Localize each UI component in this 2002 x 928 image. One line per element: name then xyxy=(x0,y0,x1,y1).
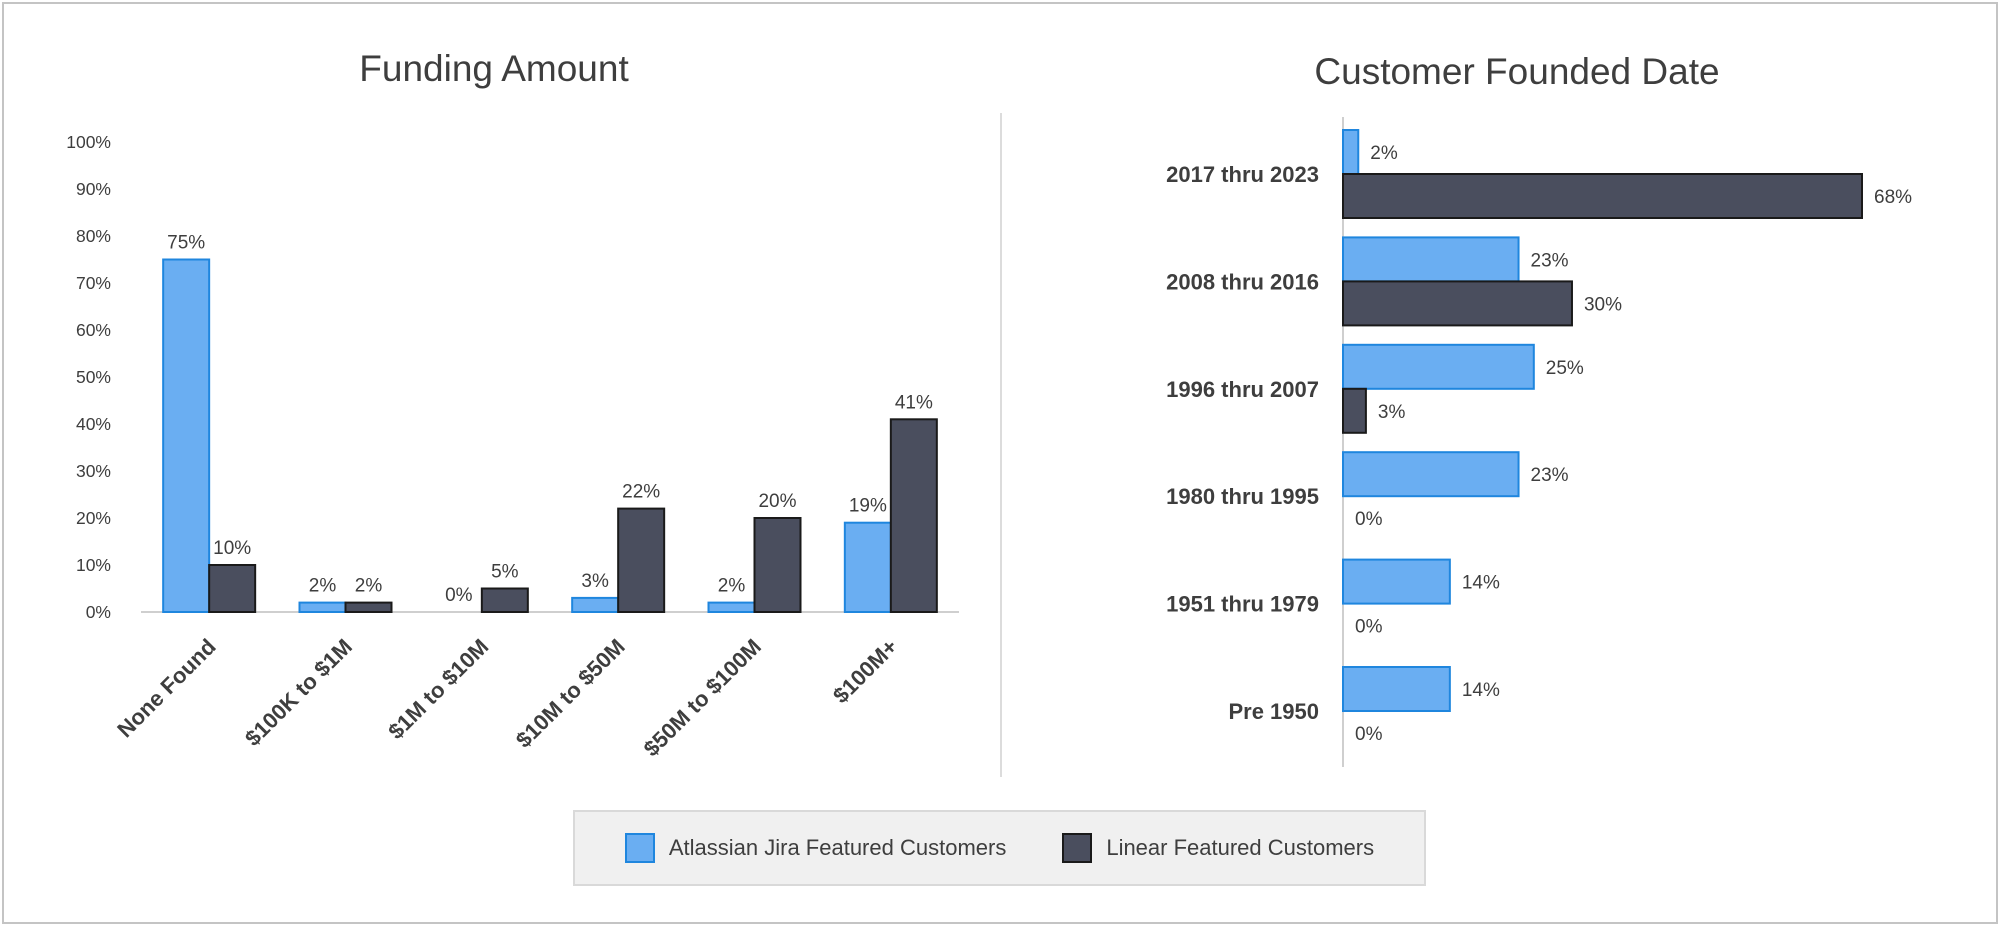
legend-item-linear: Linear Featured Customers xyxy=(1062,833,1374,863)
founded-bar-linear-1996-thru-2007 xyxy=(1342,387,1367,434)
founded-category-label: 2017 thru 2023 xyxy=(1166,162,1319,187)
founded-bar-linear-2008-thru-2016 xyxy=(1342,280,1573,327)
founded-bar-linear-2017-thru-2023 xyxy=(1342,173,1863,219)
legend-item-jira: Atlassian Jira Featured Customers xyxy=(624,833,1007,863)
funding-bar-linear-50m-to-100m xyxy=(753,517,802,613)
founded-bar-jira-pre-1950 xyxy=(1342,666,1451,712)
funding-ytick-label: 80% xyxy=(76,226,111,246)
founded-bar-jira-2008-thru-2016 xyxy=(1342,236,1520,283)
funding-data-label-jira-100m: 19% xyxy=(849,496,887,517)
founded-data-label-linear-1951-thru-1979: 0% xyxy=(1355,617,1383,638)
funding-bar-linear-10m-to-50m xyxy=(617,507,666,614)
funding-ytick-label: 40% xyxy=(76,414,111,434)
funding-ytick-label: 10% xyxy=(76,555,111,575)
founded-data-label-linear-pre-1950: 0% xyxy=(1355,724,1383,745)
founded-bar-jira-1980-thru-1995 xyxy=(1342,451,1520,498)
founded-data-label-jira-1980-thru-1995: 23% xyxy=(1531,465,1569,486)
funding-bar-jira-50m-to-100m xyxy=(707,601,756,613)
founded-data-label-jira-1996-thru-2007: 25% xyxy=(1546,358,1584,379)
founded-chart-title: Customer Founded Date xyxy=(1314,51,1719,92)
founded-data-label-jira-1951-thru-1979: 14% xyxy=(1462,573,1500,594)
funding-data-label-linear-100m: 41% xyxy=(895,392,933,413)
funding-bar-jira-none-found xyxy=(162,258,211,613)
funding-bar-jira-100k-to-1m xyxy=(298,601,347,613)
funding-category-label: $100K to $1M xyxy=(240,634,357,751)
funding-category-label: None Found xyxy=(112,634,220,742)
funding-ytick-label: 90% xyxy=(76,179,111,199)
founded-category-label: 2008 thru 2016 xyxy=(1166,269,1319,294)
funding-chart: 0% 10% 20% 30% 40% 50% 60% 70% 80% 90% 100% 75% 10% N… xyxy=(66,132,959,761)
funding-data-label-jira-100k-to-1m: 2% xyxy=(309,576,337,597)
funding-data-label-linear-1m-to-10m: 5% xyxy=(491,562,519,583)
founded-chart: 2% 68% 2017 thru 2023 23% 30% 2008 thru 2016 2… xyxy=(1166,117,1912,767)
legend: Atlassian Jira Featured Customers Linear… xyxy=(573,810,1426,886)
funding-bar-linear-none-found xyxy=(208,564,257,613)
founded-category-label: 1996 thru 2007 xyxy=(1166,377,1319,402)
founded-bar-jira-1951-thru-1979 xyxy=(1342,558,1451,605)
founded-data-label-jira-2008-thru-2016: 23% xyxy=(1531,250,1569,271)
founded-data-label-linear-2008-thru-2016: 30% xyxy=(1584,294,1622,315)
funding-data-label-linear-none-found: 10% xyxy=(213,538,251,559)
funding-ytick-label: 70% xyxy=(76,273,111,293)
legend-swatch-jira xyxy=(624,833,655,863)
founded-data-label-jira-2017-thru-2023: 2% xyxy=(1370,143,1398,164)
funding-ytick-label: 50% xyxy=(76,367,111,387)
funding-ytick-label: 20% xyxy=(76,508,111,528)
funding-data-label-jira-none-found: 75% xyxy=(167,233,205,254)
funding-bar-linear-100k-to-1m xyxy=(344,601,393,613)
founded-data-label-jira-pre-1950: 14% xyxy=(1462,680,1500,701)
founded-data-label-linear-1980-thru-1995: 0% xyxy=(1355,509,1383,530)
funding-bar-linear-1m-to-10m xyxy=(480,587,529,613)
founded-category-label: 1980 thru 1995 xyxy=(1166,484,1319,509)
founded-category-label: 1951 thru 1979 xyxy=(1166,592,1319,617)
founded-bar-jira-1996-thru-2007 xyxy=(1342,343,1535,390)
founded-category-label: Pre 1950 xyxy=(1228,699,1319,724)
funding-ytick-label: 60% xyxy=(76,320,111,340)
funding-ytick-label: 30% xyxy=(76,461,111,481)
funding-category-label: $100M+ xyxy=(828,634,902,708)
funding-ytick-label: 100% xyxy=(66,132,111,152)
funding-chart-title: Funding Amount xyxy=(359,48,629,89)
funding-data-label-linear-100k-to-1m: 2% xyxy=(355,576,383,597)
legend-label-linear: Linear Featured Customers xyxy=(1106,835,1375,860)
funding-bar-jira-10m-to-50m xyxy=(571,596,620,614)
funding-bar-jira-100m xyxy=(843,521,892,614)
founded-data-label-linear-2017-thru-2023: 68% xyxy=(1874,187,1912,208)
funding-category-label: $1M to $10M xyxy=(383,634,493,744)
funding-bar-linear-100m xyxy=(889,418,938,613)
founded-data-label-linear-1996-thru-2007: 3% xyxy=(1378,402,1406,423)
legend-swatch-linear xyxy=(1062,833,1093,863)
funding-category-label: $50M to $100M xyxy=(639,634,766,761)
funding-ytick-label: 0% xyxy=(86,602,111,622)
funding-data-label-linear-10m-to-50m: 22% xyxy=(622,482,660,503)
founded-bar-jira-2017-thru-2023 xyxy=(1342,129,1360,175)
funding-data-label-jira-1m-to-10m: 0% xyxy=(445,585,473,606)
funding-data-label-jira-50m-to-100m: 2% xyxy=(718,576,746,597)
legend-label-jira: Atlassian Jira Featured Customers xyxy=(668,835,1007,860)
funding-data-label-jira-10m-to-50m: 3% xyxy=(581,571,609,592)
funding-category-label: $10M to $50M xyxy=(511,634,630,753)
funding-data-label-linear-50m-to-100m: 20% xyxy=(758,491,796,512)
